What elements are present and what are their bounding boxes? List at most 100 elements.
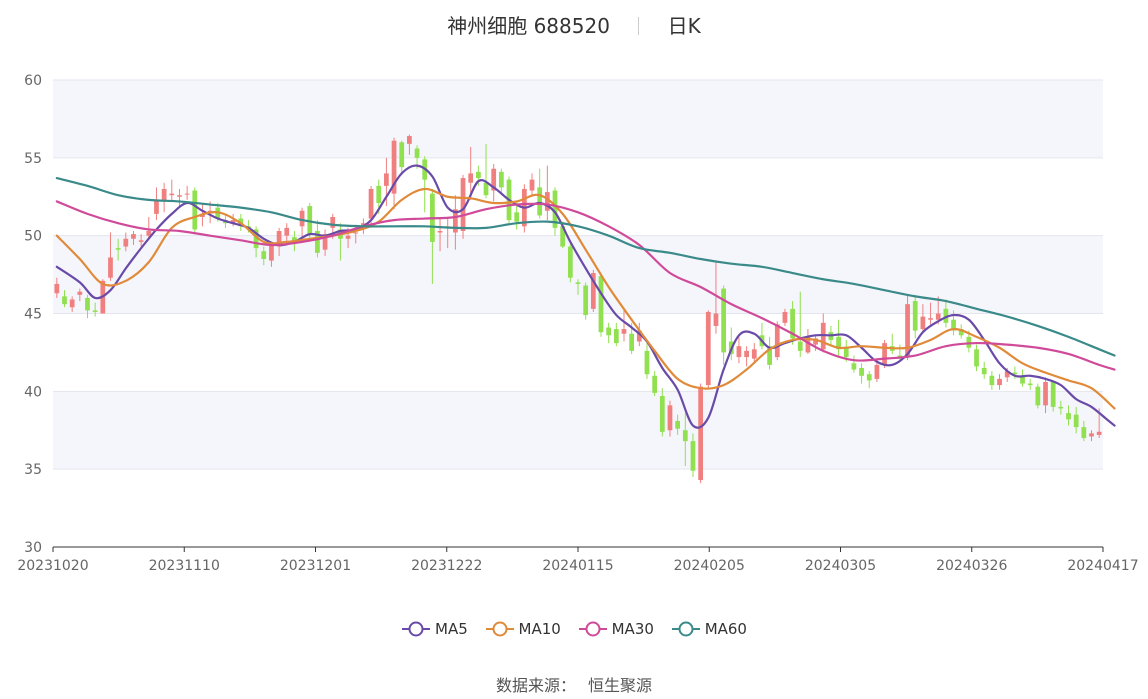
- candle-body: [108, 257, 113, 278]
- candle: [767, 336, 772, 370]
- candle-body: [207, 210, 213, 213]
- candle: [498, 168, 504, 196]
- candle-body: [1012, 372, 1018, 375]
- candle: [606, 322, 612, 344]
- candle-body: [836, 336, 841, 350]
- candle-body: [736, 346, 742, 358]
- candle-body: [138, 240, 144, 242]
- legend-ma30-label: MA30: [611, 620, 654, 638]
- legend-ma30-icon: [578, 621, 607, 637]
- candle: [797, 291, 803, 358]
- candle: [644, 339, 650, 379]
- candle: [943, 299, 949, 328]
- candle: [659, 388, 665, 437]
- candle: [177, 188, 182, 207]
- candle: [567, 243, 573, 283]
- candle-body: [874, 364, 880, 379]
- candle-body: [131, 234, 136, 239]
- candle: [131, 230, 136, 246]
- candle-body: [161, 188, 167, 202]
- candle-body: [54, 283, 60, 294]
- candle-body: [498, 171, 504, 188]
- candle: [284, 223, 290, 244]
- candle-body: [1081, 427, 1087, 439]
- candle: [736, 336, 742, 364]
- x-tick-label: 20231222: [411, 558, 482, 574]
- candle: [590, 269, 596, 312]
- candle: [667, 400, 673, 437]
- candle: [598, 273, 604, 337]
- candle-body: [652, 375, 658, 393]
- candle-body: [613, 329, 619, 344]
- candle: [108, 232, 113, 281]
- candle-body: [1035, 386, 1041, 406]
- candle-body: [537, 187, 543, 216]
- candle: [161, 182, 167, 213]
- candle-body: [805, 336, 811, 353]
- grid-band: [53, 80, 1103, 158]
- x-tick-label: 20231020: [17, 558, 88, 574]
- candle-body: [552, 190, 558, 228]
- data-source: 数据来源： 恒生聚源: [0, 672, 1148, 696]
- candle-body: [1066, 413, 1071, 420]
- candle-body: [705, 311, 711, 386]
- legend-item-ma5[interactable]: MA5: [401, 620, 468, 638]
- candle: [529, 173, 535, 196]
- candle: [85, 294, 90, 319]
- candle-body: [974, 349, 979, 367]
- candle: [705, 310, 711, 389]
- candle: [452, 195, 458, 250]
- candle-body: [882, 343, 887, 365]
- candle: [751, 343, 757, 362]
- candle-body: [230, 220, 236, 224]
- y-tick-label: 45: [24, 307, 42, 323]
- candle: [154, 187, 159, 221]
- candle: [1050, 380, 1056, 412]
- candle-body: [629, 333, 635, 351]
- legend-item-ma30[interactable]: MA30: [578, 620, 654, 638]
- candle: [407, 134, 412, 155]
- chart-title: 神州细胞 688520 日K: [0, 10, 1148, 39]
- candle-body: [376, 185, 382, 203]
- candle: [920, 304, 926, 333]
- candle-body: [843, 347, 849, 358]
- source-label: 数据来源：: [495, 676, 576, 695]
- legend-ma10-icon: [485, 621, 514, 637]
- stock-code: 688520: [533, 14, 610, 38]
- candle-body: [851, 363, 857, 370]
- candle-body: [452, 209, 458, 233]
- candle-body: [767, 346, 772, 365]
- legend-ma5-label: MA5: [435, 620, 468, 638]
- candle-body: [713, 313, 719, 326]
- candle-body: [407, 136, 412, 144]
- candle-body: [529, 179, 535, 191]
- candle-body: [797, 341, 803, 351]
- candle: [399, 140, 405, 175]
- candle-body: [169, 193, 175, 196]
- legend-ma60-circle: [678, 621, 694, 637]
- y-tick-label: 55: [24, 151, 42, 167]
- candle-body: [399, 142, 405, 168]
- candle: [675, 414, 681, 435]
- candle: [77, 288, 83, 302]
- x-tick-label: 20240205: [674, 558, 745, 574]
- candle-body: [62, 296, 67, 305]
- candle: [613, 322, 619, 347]
- candle-body: [621, 329, 627, 334]
- candle-body: [943, 308, 949, 323]
- candle: [491, 164, 497, 202]
- candle: [322, 229, 328, 256]
- candle-body: [1089, 433, 1094, 437]
- legend-item-ma60[interactable]: MA60: [671, 620, 747, 638]
- candle-body: [721, 288, 726, 353]
- candle: [422, 156, 428, 213]
- candle-body: [1096, 431, 1102, 435]
- candle: [1043, 377, 1048, 414]
- candle: [989, 371, 995, 390]
- legend-item-ma10[interactable]: MA10: [485, 620, 561, 638]
- candle: [138, 234, 144, 247]
- candle-body: [636, 330, 642, 342]
- candle: [62, 290, 67, 308]
- candle: [721, 285, 726, 365]
